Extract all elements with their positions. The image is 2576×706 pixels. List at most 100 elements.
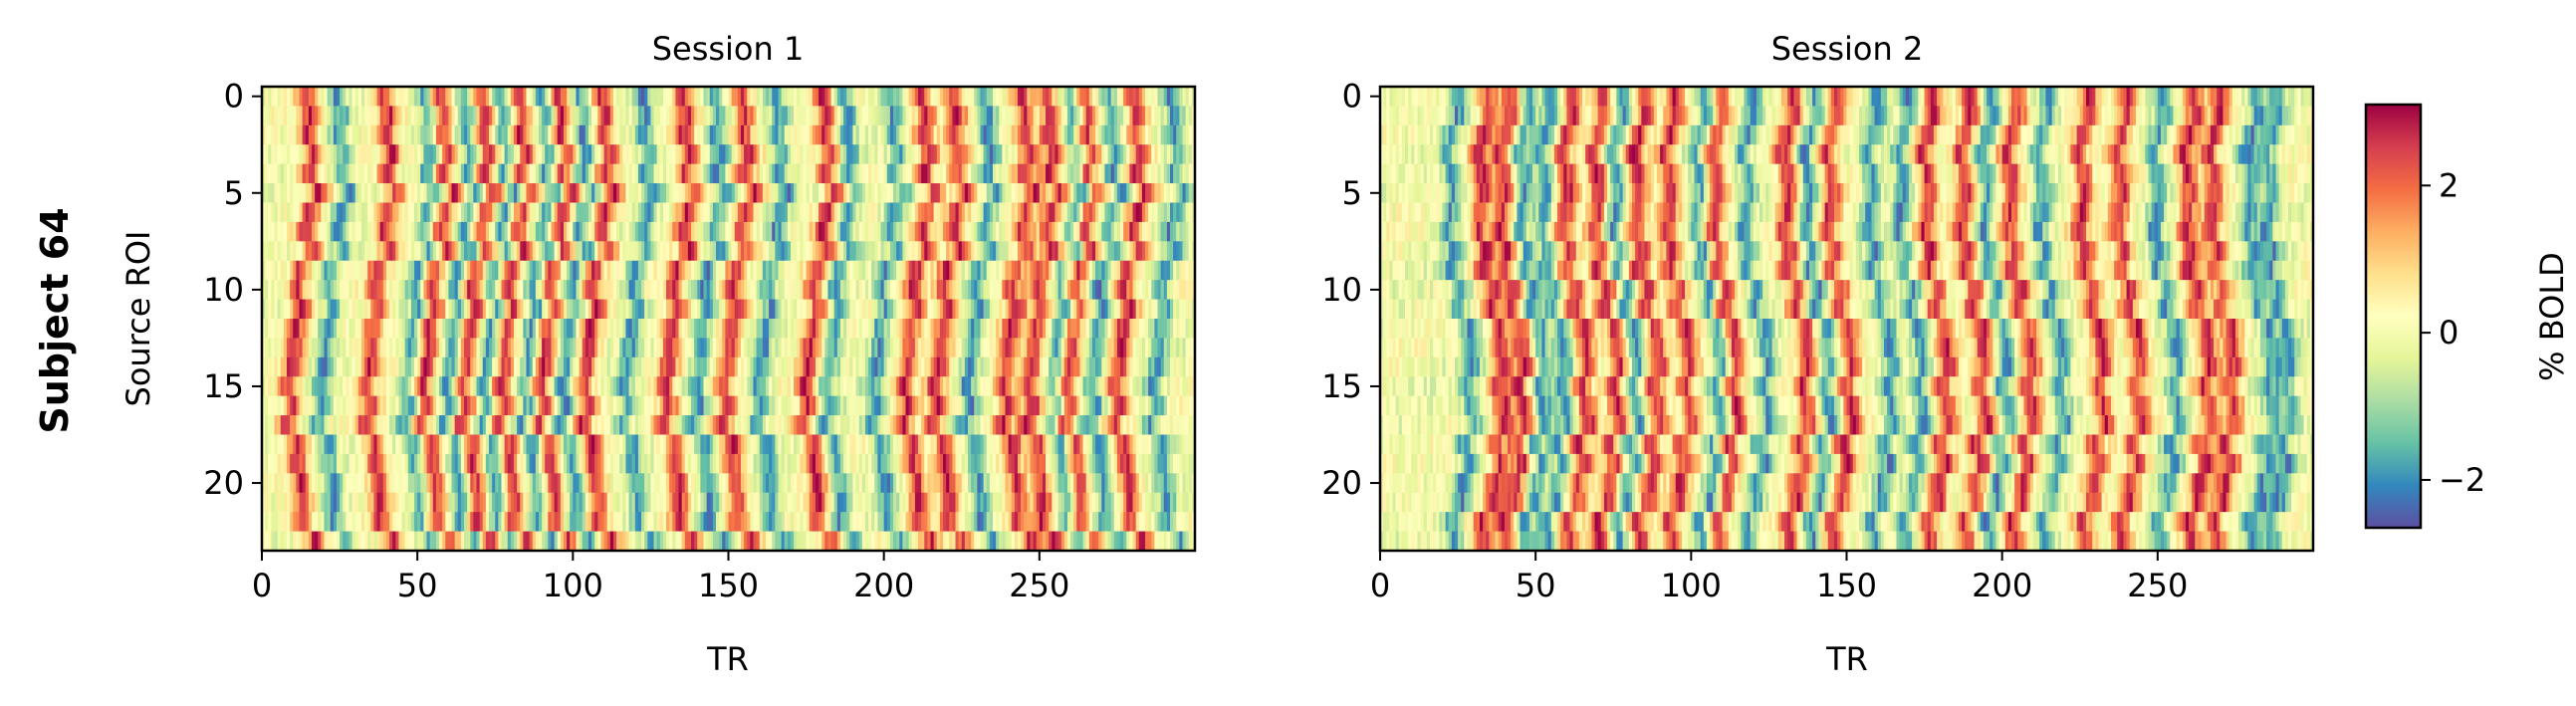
heatmap-cell (1163, 106, 1168, 126)
heatmap-cell (479, 202, 484, 223)
heatmap-cell (706, 221, 711, 242)
heatmap-cell (597, 163, 602, 184)
heatmap-cell (485, 183, 490, 204)
heatmap-cell (622, 280, 627, 301)
heatmap-cell (286, 260, 291, 281)
heatmap-cell (871, 338, 875, 358)
heatmap-cell (1157, 124, 1162, 145)
heatmap-cell (772, 202, 776, 223)
heatmap-cell (336, 260, 341, 281)
heatmap-cell (548, 124, 553, 145)
heatmap-cell (918, 124, 922, 145)
heatmap-cell (772, 338, 776, 358)
heatmap-cell (373, 202, 378, 223)
heatmap-cell (781, 338, 786, 358)
heatmap-cell (961, 106, 966, 126)
heatmap-cell (874, 299, 879, 320)
heatmap-cell (1101, 260, 1106, 281)
heatmap-cell (311, 183, 316, 204)
heatmap-cell (1116, 319, 1121, 340)
heatmap-cell (756, 221, 761, 242)
heatmap-cell (535, 319, 540, 340)
heatmap-cell (958, 183, 963, 204)
heatmap-cell (868, 280, 872, 301)
heatmap-cell (587, 241, 592, 262)
heatmap-cell (308, 221, 313, 242)
heatmap-cell (1176, 202, 1180, 223)
heatmap-cell (268, 183, 272, 204)
heatmap-cell (1046, 124, 1050, 145)
heatmap-cell (587, 183, 592, 204)
heatmap-cell (439, 338, 443, 358)
heatmap-cell (700, 183, 705, 204)
heatmap-cell (460, 144, 465, 165)
heatmap-cell (839, 260, 844, 281)
heatmap-cell (675, 106, 680, 126)
heatmap-cell (370, 202, 375, 223)
heatmap-cell (376, 183, 381, 204)
heatmap-cell (964, 202, 969, 223)
heatmap-cell (728, 202, 733, 223)
heatmap-cell (492, 202, 496, 223)
heatmap-cell (308, 87, 313, 108)
heatmap-cell (349, 260, 353, 281)
heatmap-cell (498, 106, 503, 126)
heatmap-cell (302, 299, 307, 320)
heatmap-cell (694, 124, 698, 145)
heatmap-cell (573, 221, 578, 242)
heatmap-cell (346, 299, 351, 320)
heatmap-cell (364, 124, 368, 145)
heatmap-cell (318, 319, 322, 340)
heatmap-cell (722, 241, 726, 262)
heatmap-cell (551, 221, 556, 242)
heatmap-cell (407, 260, 412, 281)
heatmap-cell (1076, 144, 1081, 165)
heatmap-cell (921, 144, 925, 165)
heatmap-cell (473, 319, 478, 340)
heatmap-cell (980, 144, 985, 165)
heatmap-cell (852, 299, 857, 320)
heatmap-cell (545, 202, 549, 223)
heatmap-cell (473, 280, 478, 301)
heatmap-cell (744, 241, 748, 262)
heatmap-cell (392, 183, 396, 204)
heatmap-cell (299, 319, 304, 340)
heatmap-cell (1095, 163, 1099, 184)
heatmap-cell (395, 124, 400, 145)
heatmap-cell (299, 280, 304, 301)
heatmap-cell (996, 319, 1000, 340)
heatmap-cell (423, 299, 428, 320)
heatmap-cell (846, 280, 850, 301)
heatmap-cell (827, 87, 832, 108)
heatmap-cell (579, 338, 584, 358)
heatmap-cell (996, 106, 1000, 126)
heatmap-cell (843, 202, 847, 223)
heatmap-cell (1011, 163, 1016, 184)
heatmap-cell (809, 202, 814, 223)
heatmap-cell (1014, 163, 1019, 184)
heatmap-cell (905, 241, 910, 262)
heatmap-cell (501, 144, 506, 165)
heatmap-cell (815, 338, 820, 358)
heatmap-cell (722, 183, 726, 204)
heatmap-cell (570, 183, 574, 204)
heatmap-cell (567, 260, 571, 281)
heatmap-cell (1157, 280, 1162, 301)
heatmap-cell (772, 241, 776, 262)
heatmap-cell (989, 202, 994, 223)
heatmap-cell (346, 338, 351, 358)
heatmap-cell (445, 144, 449, 165)
heatmap-cell (460, 299, 465, 320)
heatmap-cell (1070, 202, 1074, 223)
heatmap-cell (464, 260, 468, 281)
heatmap-cell (1073, 144, 1077, 165)
heatmap-cell (1141, 144, 1146, 165)
heatmap-cell (460, 221, 465, 242)
heatmap-cell (379, 299, 384, 320)
heatmap-cell (1088, 280, 1093, 301)
heatmap-cell (619, 319, 623, 340)
heatmap-cell (542, 202, 546, 223)
heatmap-cell (435, 241, 440, 262)
heatmap-cell (684, 299, 689, 320)
heatmap-cell (868, 144, 872, 165)
